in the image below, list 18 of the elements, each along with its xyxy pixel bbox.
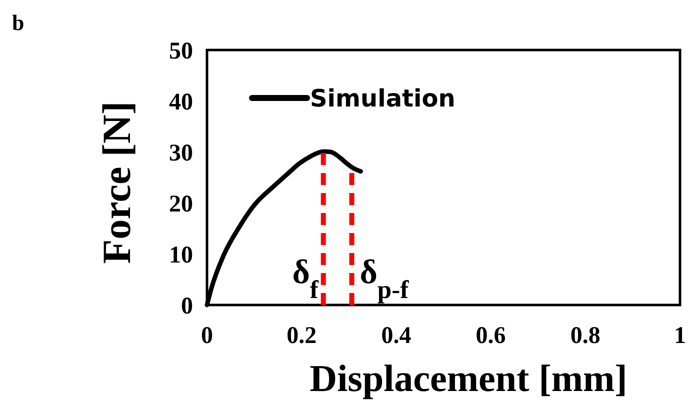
x-tick-label: 0.8: [570, 323, 600, 349]
x-tick-label: 0.2: [286, 323, 317, 349]
x-axis-title: Displacement [mm]: [310, 358, 628, 400]
y-tick-label: 0: [181, 293, 193, 320]
y-tick-label: 40: [169, 89, 193, 116]
text: b: [12, 10, 24, 35]
y-tick-label: 30: [169, 140, 193, 166]
y-tick-label: 20: [169, 191, 193, 218]
ref-line-label: δ$_{f}$: [292, 254, 319, 304]
legend-label: Simulation: [310, 84, 456, 112]
x-tick-label: 1: [674, 323, 686, 349]
x-tick-label: 0.6: [476, 323, 506, 349]
y-axis-title: Force [N]: [94, 101, 139, 264]
x-tick-label: 0.4: [381, 323, 412, 349]
x-tick-label: 0: [201, 323, 213, 349]
y-tick-label: 10: [169, 242, 193, 268]
y-tick-label: 50: [169, 38, 193, 64]
ref-line-label: δ$_{p-f}$: [360, 254, 410, 304]
